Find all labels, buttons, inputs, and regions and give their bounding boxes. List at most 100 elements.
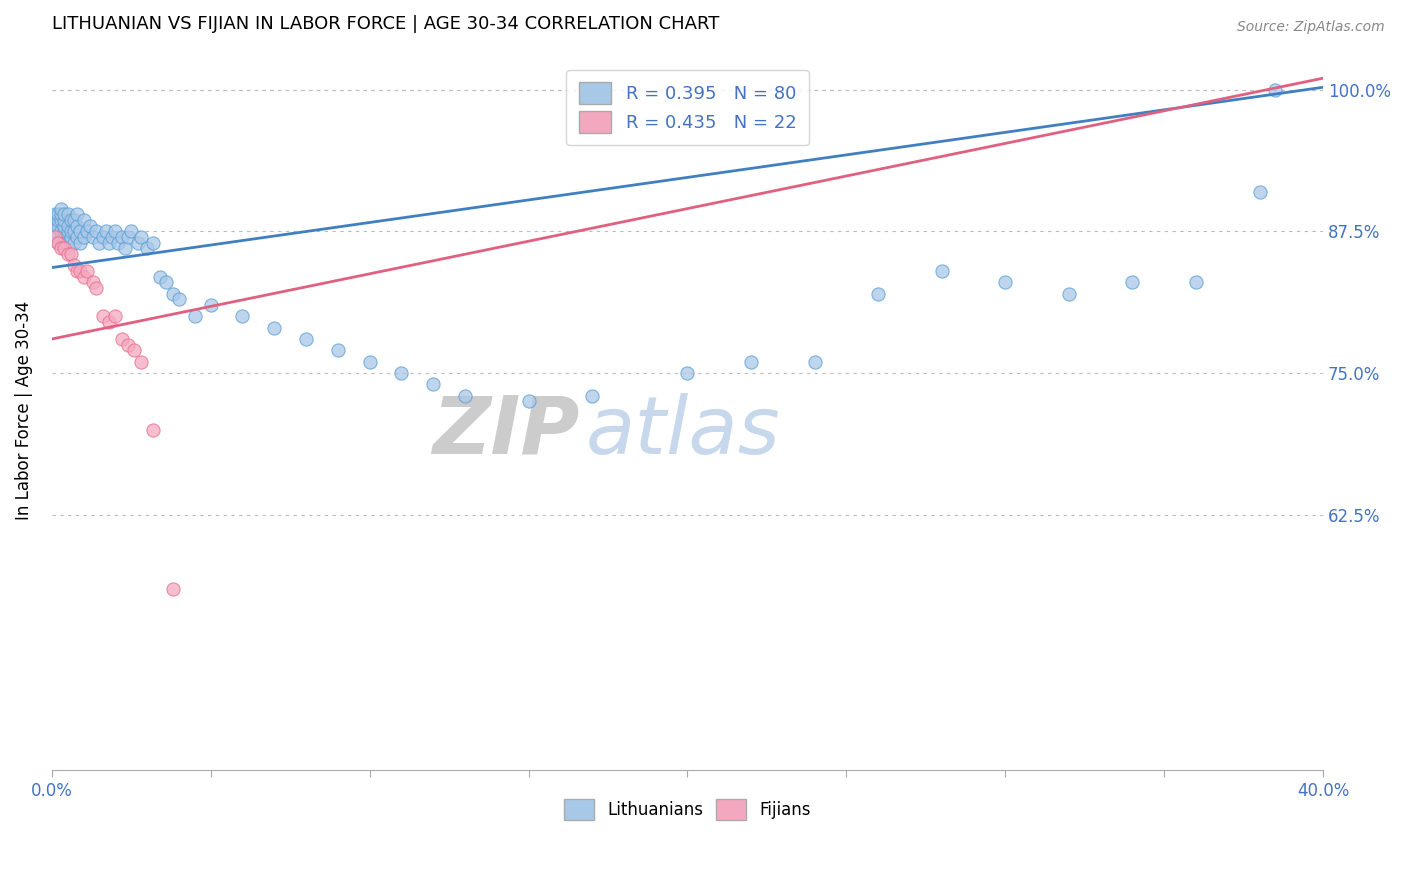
Point	[44, 230, 66, 244]
Point	[162, 286, 184, 301]
Point	[69, 235, 91, 250]
Point	[46, 213, 69, 227]
Point	[101, 230, 124, 244]
Text: atlas: atlas	[586, 392, 780, 470]
Point	[124, 343, 146, 358]
Point	[82, 230, 104, 244]
Point	[111, 332, 134, 346]
Point	[84, 281, 107, 295]
Point	[46, 207, 69, 221]
Point	[44, 207, 66, 221]
Point	[59, 230, 82, 244]
Point	[107, 235, 129, 250]
Point	[79, 219, 101, 233]
Point	[1249, 185, 1271, 199]
Point	[66, 230, 89, 244]
Point	[142, 423, 165, 437]
Point	[104, 310, 127, 324]
Point	[82, 276, 104, 290]
Point	[263, 320, 285, 334]
Point	[56, 207, 79, 221]
Point	[91, 230, 114, 244]
Legend: Lithuanians, Fijians: Lithuanians, Fijians	[557, 793, 818, 827]
Point	[53, 207, 76, 221]
Point	[66, 219, 89, 233]
Point	[422, 377, 444, 392]
Point	[120, 224, 142, 238]
Point	[63, 235, 86, 250]
Point	[136, 241, 159, 255]
Point	[803, 355, 825, 369]
Point	[72, 213, 94, 227]
Point	[46, 235, 69, 250]
Point	[200, 298, 222, 312]
Point	[53, 230, 76, 244]
Point	[53, 219, 76, 233]
Point	[69, 224, 91, 238]
Point	[63, 213, 86, 227]
Point	[359, 355, 381, 369]
Point	[454, 389, 477, 403]
Point	[295, 332, 318, 346]
Point	[56, 224, 79, 238]
Point	[117, 337, 139, 351]
Point	[676, 366, 699, 380]
Text: Source: ZipAtlas.com: Source: ZipAtlas.com	[1237, 20, 1385, 34]
Point	[184, 310, 207, 324]
Point	[51, 202, 73, 216]
Point	[162, 582, 184, 596]
Point	[127, 235, 149, 250]
Point	[91, 310, 114, 324]
Point	[72, 269, 94, 284]
Point	[63, 258, 86, 272]
Point	[51, 241, 73, 255]
Point	[740, 355, 762, 369]
Point	[76, 224, 98, 238]
Y-axis label: In Labor Force | Age 30-34: In Labor Force | Age 30-34	[15, 301, 32, 519]
Point	[69, 264, 91, 278]
Point	[53, 241, 76, 255]
Point	[1185, 276, 1208, 290]
Point	[72, 230, 94, 244]
Point	[76, 264, 98, 278]
Point	[66, 264, 89, 278]
Point	[51, 213, 73, 227]
Point	[931, 264, 953, 278]
Point	[51, 230, 73, 244]
Point	[389, 366, 412, 380]
Point	[97, 235, 120, 250]
Point	[51, 207, 73, 221]
Point	[1121, 276, 1143, 290]
Point	[129, 230, 152, 244]
Point	[56, 235, 79, 250]
Point	[129, 355, 152, 369]
Point	[868, 286, 890, 301]
Point	[1057, 286, 1080, 301]
Point	[63, 224, 86, 238]
Point	[53, 213, 76, 227]
Point	[111, 230, 134, 244]
Point	[326, 343, 349, 358]
Point	[517, 394, 540, 409]
Text: ZIP: ZIP	[432, 392, 579, 470]
Point	[59, 224, 82, 238]
Point	[51, 224, 73, 238]
Point	[53, 224, 76, 238]
Point	[1264, 82, 1286, 96]
Point	[167, 293, 190, 307]
Point	[114, 241, 136, 255]
Point	[44, 219, 66, 233]
Point	[46, 219, 69, 233]
Point	[84, 224, 107, 238]
Point	[44, 224, 66, 238]
Point	[104, 224, 127, 238]
Point	[581, 389, 603, 403]
Point	[66, 207, 89, 221]
Point	[46, 235, 69, 250]
Point	[231, 310, 253, 324]
Point	[94, 224, 117, 238]
Point	[56, 247, 79, 261]
Point	[89, 235, 111, 250]
Point	[142, 235, 165, 250]
Point	[59, 247, 82, 261]
